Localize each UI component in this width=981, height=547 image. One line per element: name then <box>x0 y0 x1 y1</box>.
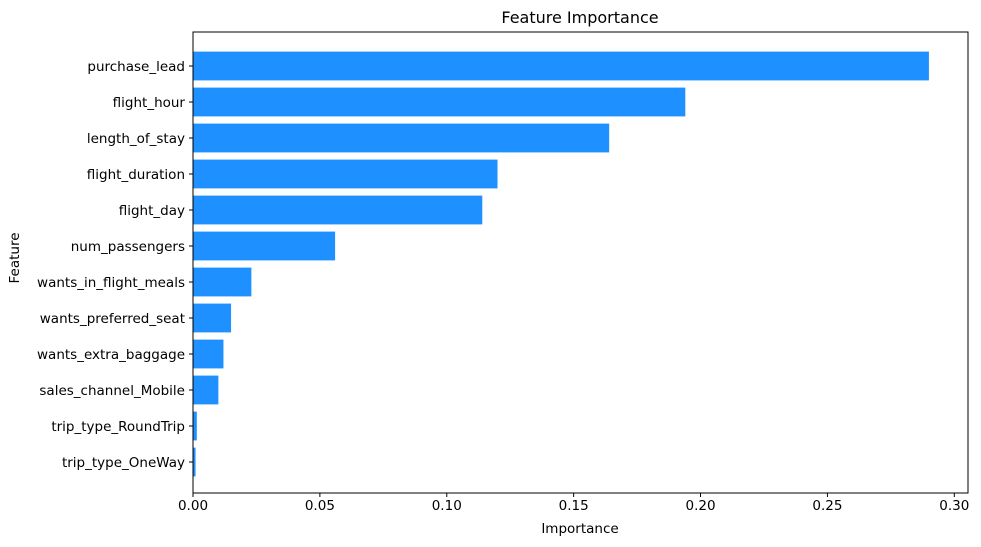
bar-trip_type_OneWay <box>193 447 196 477</box>
x-tick-label: 0.25 <box>812 498 842 514</box>
bar-wants_extra_baggage <box>193 339 224 369</box>
bar-flight_hour <box>193 87 686 117</box>
bar-trip_type_RoundTrip <box>193 411 197 441</box>
x-tick-label: 0.15 <box>559 498 589 514</box>
x-tick-label: 0.30 <box>939 498 969 514</box>
bar-length_of_stay <box>193 123 610 153</box>
y-tick-label: wants_extra_baggage <box>37 347 185 363</box>
bar-wants_in_flight_meals <box>193 267 252 297</box>
y-tick-label: flight_hour <box>113 95 186 111</box>
y-tick-label: purchase_lead <box>87 59 185 75</box>
x-tick-label: 0.05 <box>305 498 335 514</box>
y-tick-label: sales_channel_Mobile <box>39 383 185 399</box>
bar-purchase_lead <box>193 51 929 81</box>
y-tick-label: trip_type_RoundTrip <box>51 419 185 435</box>
plot-area-border <box>192 31 969 494</box>
x-tick-label: 0.10 <box>432 498 462 514</box>
bar-flight_day <box>193 195 483 225</box>
y-tick-label: num_passengers <box>71 239 185 255</box>
bar-num_passengers <box>193 231 336 261</box>
y-tick-label: wants_in_flight_meals <box>37 275 185 291</box>
bar-flight_duration <box>193 159 498 189</box>
x-axis-label: Importance <box>541 521 618 537</box>
bars-layer <box>193 51 929 477</box>
y-axis-label: Feature <box>7 232 23 283</box>
y-tick-label: wants_preferred_seat <box>40 311 185 327</box>
ticks-layer: purchase_lead flight_hour length_of_stayfl… <box>37 59 969 514</box>
y-tick-label: flight_duration <box>87 167 185 183</box>
x-tick-label: 0.00 <box>178 498 208 514</box>
bar-wants_preferred_seat <box>193 303 232 333</box>
y-tick-label: trip_type_OneWay <box>62 455 185 471</box>
chart-title: Feature Importance <box>501 8 658 27</box>
bar-sales_channel_Mobile <box>193 375 219 405</box>
y-tick-label: flight_day <box>119 203 185 219</box>
x-tick-label: 0.20 <box>685 498 715 514</box>
y-tick-label: length_of_stay <box>87 131 185 147</box>
